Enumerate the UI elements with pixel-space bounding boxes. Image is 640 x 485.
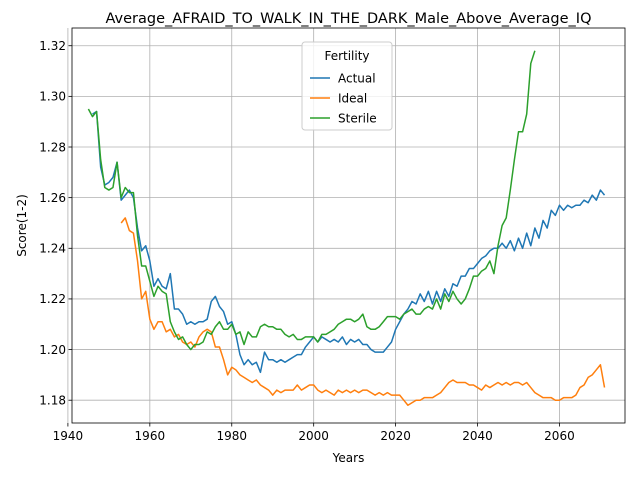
y-axis-ticks: 1.18 1.20 1.22 1.24 1.26 1.28 1.30 1.32 bbox=[39, 39, 72, 408]
x-tick-label: 1940 bbox=[53, 429, 84, 443]
legend-box bbox=[301, 41, 393, 131]
series-lines bbox=[87, 50, 606, 407]
y-tick-label: 1.30 bbox=[39, 90, 66, 104]
y-tick-label: 1.26 bbox=[39, 191, 66, 205]
legend-label-ideal: Ideal bbox=[338, 92, 367, 106]
chart-title: Average_AFRAID_TO_WALK_IN_THE_DARK_Male_… bbox=[105, 11, 591, 27]
y-tick-label: 1.24 bbox=[39, 242, 66, 256]
series-line-sterile bbox=[87, 50, 536, 351]
legend-title: Fertility bbox=[324, 49, 369, 63]
series-line-actual bbox=[92, 110, 606, 374]
y-tick-label: 1.28 bbox=[39, 140, 66, 154]
y-tick-label: 1.22 bbox=[39, 292, 66, 306]
y-tick-label: 1.20 bbox=[39, 343, 66, 357]
y-tick-label: 1.32 bbox=[39, 39, 66, 53]
x-tick-label: 1980 bbox=[216, 429, 247, 443]
x-tick-label: 2020 bbox=[380, 429, 411, 443]
series-line-ideal bbox=[120, 217, 606, 407]
y-tick-label: 1.18 bbox=[39, 394, 66, 408]
x-tick-label: 2000 bbox=[298, 429, 329, 443]
legend-entries: Actual Ideal Sterile bbox=[310, 72, 377, 126]
legend-label-actual: Actual bbox=[338, 72, 376, 86]
legend-label-sterile: Sterile bbox=[338, 112, 377, 126]
x-tick-label: 1960 bbox=[135, 429, 166, 443]
x-axis-ticks: 1940 1960 1980 2000 2020 2040 2060 bbox=[53, 423, 575, 443]
legend: Fertility Actual Ideal Sterile bbox=[301, 41, 393, 131]
x-axis-label: Years bbox=[332, 451, 365, 465]
plot-frame bbox=[71, 27, 626, 424]
x-tick-label: 2060 bbox=[544, 429, 575, 443]
x-tick-label: 2040 bbox=[462, 429, 493, 443]
y-axis-label: Score(1-2) bbox=[15, 194, 29, 257]
